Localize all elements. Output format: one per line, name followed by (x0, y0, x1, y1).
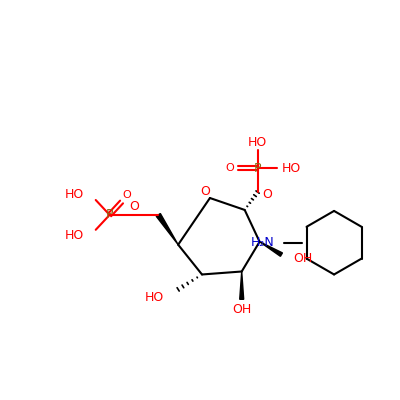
Text: OH: OH (293, 252, 312, 265)
Text: O: O (226, 163, 234, 173)
Text: HO: HO (248, 136, 267, 149)
Text: O: O (122, 190, 131, 200)
Text: O: O (262, 188, 272, 200)
Text: P: P (106, 208, 113, 221)
Polygon shape (240, 272, 244, 299)
Text: O: O (200, 184, 210, 198)
Text: O: O (130, 200, 139, 214)
Text: HO: HO (64, 229, 84, 242)
Polygon shape (260, 242, 282, 256)
Text: P: P (254, 162, 261, 175)
Text: H₂N: H₂N (251, 236, 274, 249)
Text: OH: OH (232, 303, 251, 316)
Polygon shape (156, 214, 178, 245)
Text: HO: HO (282, 162, 301, 175)
Text: HO: HO (145, 291, 164, 304)
Text: HO: HO (64, 188, 84, 200)
